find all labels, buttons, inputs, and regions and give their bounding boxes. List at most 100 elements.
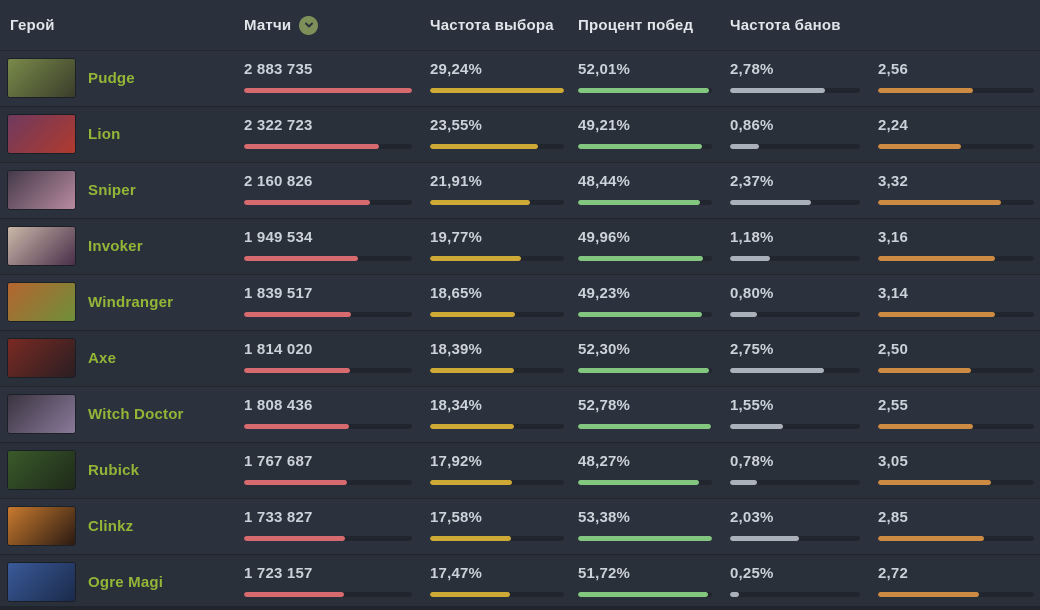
hero-row[interactable]: Witch Doctor 1 808 436 18,34% 52,78% [0, 386, 1040, 442]
pick-rate-bar-track [430, 88, 564, 93]
hero-portrait[interactable] [8, 507, 75, 545]
matches-bar-fill [244, 424, 350, 429]
matches-bar-track [244, 592, 412, 597]
matches-bar-track [244, 144, 412, 149]
win-rate-bar-track [578, 368, 712, 373]
matches-cell: 1 839 517 [244, 274, 412, 330]
extra-stat-value: 3,14 [878, 285, 908, 302]
hero-row[interactable]: Ogre Magi 1 723 157 17,47% 51,72% [0, 554, 1040, 610]
hero-name-link[interactable]: Invoker [88, 237, 143, 255]
hero-portrait[interactable] [8, 451, 75, 489]
win-rate-cell: 48,27% [578, 442, 712, 498]
win-rate-bar-track [578, 144, 712, 149]
column-header-matches[interactable]: Матчи [244, 0, 319, 50]
hero-row[interactable]: Rubick 1 767 687 17,92% 48,27% 0 [0, 442, 1040, 498]
hero-name-link[interactable]: Lion [88, 125, 121, 143]
matches-bar-fill [244, 312, 352, 317]
hero-name-link[interactable]: Sniper [88, 181, 136, 199]
hero-portrait[interactable] [8, 115, 75, 153]
hero-row[interactable]: Pudge 2 883 735 29,24% 52,01% 2, [0, 50, 1040, 106]
ban-rate-bar-fill [730, 312, 758, 317]
win-rate-bar-fill [578, 368, 710, 373]
ban-rate-cell: 0,86% [730, 106, 860, 162]
matches-value: 1 814 020 [244, 341, 313, 358]
hero-portrait[interactable] [8, 339, 75, 377]
win-rate-bar-track [578, 200, 712, 205]
matches-cell: 2 160 826 [244, 162, 412, 218]
win-rate-cell: 51,72% [578, 554, 712, 610]
column-header-pick-rate[interactable]: Частота выбора [430, 16, 554, 34]
pick-rate-cell: 23,55% [430, 106, 564, 162]
table-body: Pudge 2 883 735 29,24% 52,01% 2, [0, 50, 1040, 610]
hero-portrait[interactable] [8, 171, 75, 209]
extra-stat-value: 2,24 [878, 117, 908, 134]
win-rate-cell: 49,23% [578, 274, 712, 330]
hero-name-link[interactable]: Pudge [88, 69, 135, 87]
hero-name-link[interactable]: Rubick [88, 461, 140, 479]
column-header-win-rate[interactable]: Процент побед [578, 16, 694, 34]
hero-portrait[interactable] [8, 227, 75, 265]
win-rate-value: 48,44% [578, 173, 631, 190]
matches-bar-fill [244, 88, 412, 93]
ban-rate-bar-track [730, 88, 860, 93]
hero-name-link[interactable]: Axe [88, 349, 117, 367]
matches-bar-fill [244, 368, 350, 373]
ban-rate-bar-track [730, 256, 860, 261]
column-header-matches-label: Матчи [244, 16, 292, 34]
hero-portrait[interactable] [8, 563, 75, 601]
win-rate-value: 49,96% [578, 229, 631, 246]
matches-value: 1 767 687 [244, 453, 313, 470]
hero-portrait[interactable] [8, 283, 75, 321]
extra-stat-bar-track [878, 312, 1034, 317]
hero-row[interactable]: Windranger 1 839 517 18,65% 49,23% [0, 274, 1040, 330]
ban-rate-bar-fill [730, 592, 739, 597]
extra-stat-bar-track [878, 88, 1034, 93]
hero-row[interactable]: Axe 1 814 020 18,39% 52,30% 2,75 [0, 330, 1040, 386]
extra-stat-value: 2,55 [878, 397, 908, 414]
extra-stat-cell: 2,72 [878, 554, 1034, 610]
ban-rate-bar-track [730, 592, 860, 597]
pick-rate-value: 17,47% [430, 565, 483, 582]
ban-rate-value: 0,86% [730, 117, 774, 134]
hero-row[interactable]: Lion 2 322 723 23,55% 49,21% 0,8 [0, 106, 1040, 162]
matches-cell: 1 808 436 [244, 386, 412, 442]
matches-value: 1 949 534 [244, 229, 313, 246]
hero-portrait[interactable] [8, 395, 75, 433]
sort-descending-button[interactable] [299, 15, 319, 35]
hero-row[interactable]: Clinkz 1 733 827 17,58% 53,38% 2 [0, 498, 1040, 554]
hero-row[interactable]: Sniper 2 160 826 21,91% 48,44% 2 [0, 162, 1040, 218]
ban-rate-value: 2,03% [730, 509, 774, 526]
extra-stat-bar-fill [878, 256, 996, 261]
hero-row[interactable]: Invoker 1 949 534 19,77% 49,96% [0, 218, 1040, 274]
win-rate-bar-track [578, 592, 712, 597]
win-rate-cell: 48,44% [578, 162, 712, 218]
pick-rate-bar-fill [430, 312, 516, 317]
matches-bar-fill [244, 200, 370, 205]
pick-rate-cell: 17,47% [430, 554, 564, 610]
column-header-hero[interactable]: Герой [10, 16, 55, 34]
ban-rate-cell: 2,03% [730, 498, 860, 554]
matches-cell: 1 723 157 [244, 554, 412, 610]
win-rate-cell: 49,96% [578, 218, 712, 274]
ban-rate-bar-track [730, 312, 860, 317]
win-rate-bar-track [578, 480, 712, 485]
extra-stat-bar-fill [878, 312, 995, 317]
extra-stat-value: 2,72 [878, 565, 908, 582]
column-header-ban-rate[interactable]: Частота банов [730, 16, 841, 34]
hero-name-link[interactable]: Clinkz [88, 517, 134, 535]
hero-name-link[interactable]: Witch Doctor [88, 405, 184, 423]
ban-rate-bar-track [730, 200, 860, 205]
pick-rate-bar-track [430, 368, 564, 373]
matches-bar-fill [244, 256, 358, 261]
matches-value: 1 808 436 [244, 397, 313, 414]
matches-value: 1 839 517 [244, 285, 313, 302]
win-rate-value: 52,78% [578, 397, 631, 414]
pick-rate-value: 23,55% [430, 117, 483, 134]
hero-name-link[interactable]: Ogre Magi [88, 573, 164, 591]
win-rate-bar-fill [578, 592, 708, 597]
pick-rate-bar-track [430, 200, 564, 205]
hero-name-link[interactable]: Windranger [88, 293, 174, 311]
hero-portrait[interactable] [8, 59, 75, 97]
win-rate-bar-fill [578, 200, 700, 205]
